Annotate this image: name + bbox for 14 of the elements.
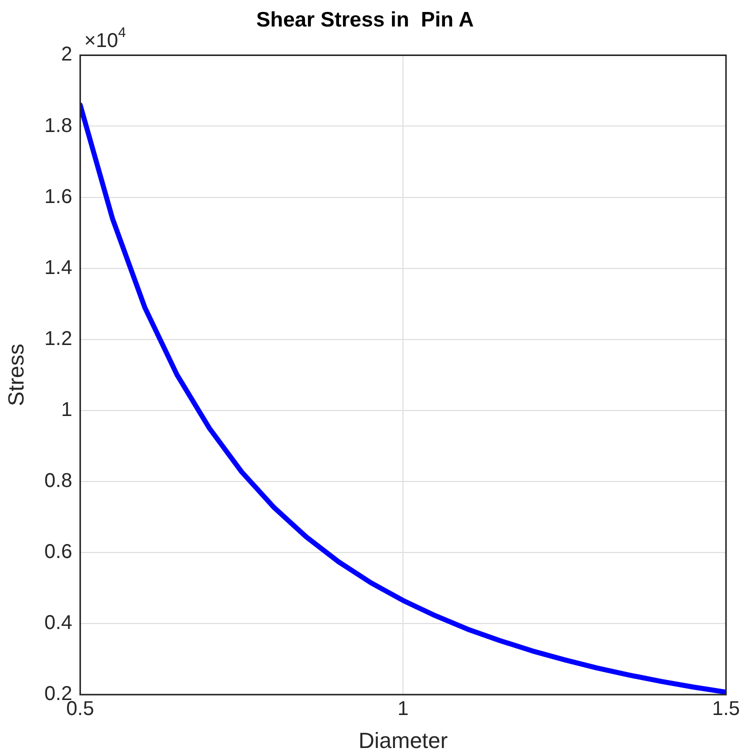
x-tick-label: 1 [398,698,409,720]
y-tick-label: 0.6 [44,541,72,564]
y-tick-label: 1.6 [44,186,72,208]
x-tick-label: 1.5 [712,698,740,720]
y-tick-label: 1.8 [44,114,72,137]
y-tick-label: 1.2 [44,328,72,350]
y-tick-label: 0.8 [44,470,72,492]
y-tick-label: 1 [61,398,72,421]
y-tick-label: 2 [61,44,72,66]
x-axis-title: Diameter [358,728,448,753]
chart-title: Shear Stress in Pin A [256,8,474,32]
y-tick-label: 1.4 [44,256,72,279]
y-tick-label: 0.4 [44,612,72,634]
y-axis-title: Stress [3,344,28,406]
